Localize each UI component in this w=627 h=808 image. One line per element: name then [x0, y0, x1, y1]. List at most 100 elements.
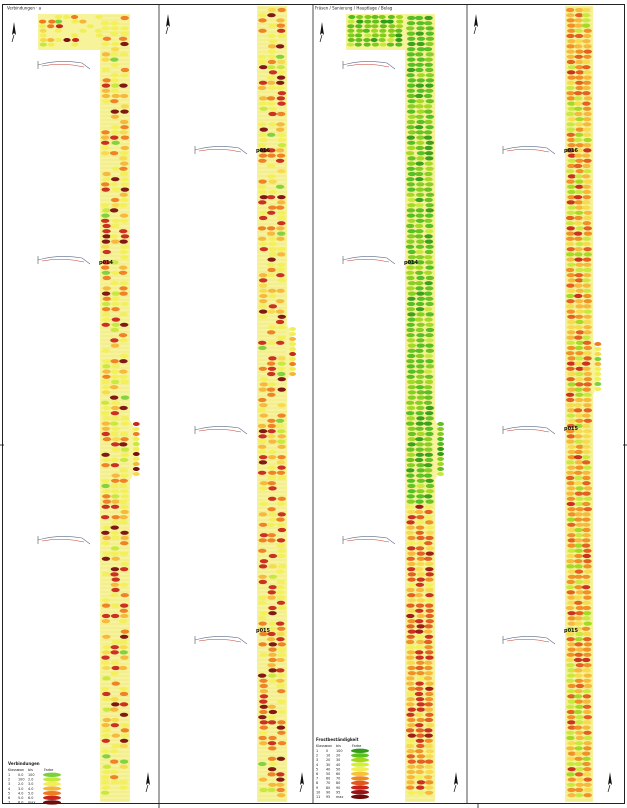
measurement-point [565, 7, 575, 13]
measurement-point [101, 145, 110, 151]
measurement-point [407, 343, 416, 348]
measurement-point [582, 704, 592, 709]
measurement-point [582, 273, 592, 278]
measurement-point [109, 234, 119, 239]
measurement-point [132, 457, 140, 461]
measurement-point [415, 504, 424, 509]
measurement-point [118, 36, 128, 41]
measurement-point [582, 668, 591, 673]
measurement-point [574, 252, 583, 257]
measurement-point [575, 143, 585, 148]
measurement-point [111, 603, 120, 608]
measurement-point [120, 437, 129, 442]
measurement-point [277, 361, 286, 366]
measurement-point [268, 668, 277, 673]
measurement-point [425, 525, 435, 530]
measurement-point [111, 416, 120, 421]
measurement-point [582, 590, 592, 595]
measurement-point [425, 478, 434, 483]
measurement-point [415, 301, 425, 307]
measurement-point [268, 761, 278, 767]
measurement-point [267, 595, 276, 600]
measurement-point [567, 522, 576, 527]
measurement-point [416, 296, 426, 301]
measurement-point [424, 447, 433, 452]
measurement-point [424, 764, 433, 769]
measurement-point [566, 772, 575, 777]
measurement-point [111, 478, 120, 483]
measurement-point [110, 645, 119, 650]
measurement-point [277, 7, 286, 13]
measurement-point [583, 325, 592, 330]
measurement-point [416, 390, 425, 395]
measurement-point [424, 790, 434, 795]
measurement-point [268, 621, 277, 626]
measurement-point [258, 522, 268, 527]
measurement-point [110, 327, 119, 333]
measurement-point [406, 374, 415, 379]
measurement-point [423, 629, 433, 634]
measurement-point [407, 41, 416, 47]
map-panel-d[interactable] [473, 6, 612, 802]
measurement-point [259, 314, 268, 319]
measurement-point [416, 119, 425, 125]
measurement-point [406, 587, 415, 593]
legend-swatch [351, 794, 369, 799]
measurement-point [268, 439, 277, 444]
measurement-point [574, 689, 583, 694]
measurement-point [583, 683, 593, 689]
measurement-point [387, 15, 395, 19]
measurement-point [416, 572, 425, 577]
measurement-point [416, 322, 425, 327]
measurement-point [574, 449, 583, 455]
measurement-point [119, 312, 128, 317]
measurement-point [425, 681, 434, 686]
measurement-point [582, 132, 592, 137]
measurement-point [257, 673, 267, 678]
measurement-point [574, 559, 583, 564]
measurement-point [424, 717, 434, 723]
measurement-point [267, 132, 276, 137]
measurement-point [354, 42, 362, 47]
measurement-point [424, 785, 434, 790]
measurement-point [405, 639, 415, 645]
measurement-point [407, 36, 416, 41]
measurement-point [407, 140, 416, 145]
map-panel-b[interactable] [165, 6, 304, 802]
measurement-point [575, 169, 584, 174]
measurement-point [583, 548, 592, 553]
measurement-point [119, 239, 128, 244]
measurement-point [267, 392, 276, 397]
measurement-point [583, 293, 592, 299]
measurement-point [416, 707, 425, 712]
measurement-point [277, 33, 287, 39]
measurement-point [416, 483, 425, 489]
measurement-point [574, 741, 584, 746]
measurement-point [582, 184, 591, 189]
measurement-point [109, 395, 119, 400]
measurement-point [575, 7, 584, 13]
measurement-point [110, 338, 119, 343]
measurement-point [425, 520, 434, 525]
legend-class: 5 [8, 791, 10, 795]
measurement-point [581, 153, 591, 158]
measurement-point [406, 738, 416, 743]
measurement-point [415, 229, 424, 234]
measurement-point [276, 460, 286, 465]
map-panel-a[interactable]: Verbindungen · a [7, 6, 150, 803]
measurement-point [407, 593, 416, 598]
station-marker-label: p016 [256, 148, 271, 154]
measurement-point [119, 156, 128, 161]
measurement-point [566, 80, 576, 85]
measurement-point [388, 33, 396, 38]
measurement-point [567, 647, 576, 652]
measurement-point [424, 541, 433, 546]
measurement-point [102, 208, 111, 213]
measurement-point [567, 465, 576, 470]
measurement-point [594, 342, 602, 346]
map-panel-c[interactable]: Fräsen / Sanierung / Hauptlage / Belag [315, 6, 458, 803]
measurement-point [567, 153, 577, 158]
measurement-point [415, 130, 425, 135]
measurement-point [583, 96, 593, 101]
measurement-point [118, 333, 128, 338]
